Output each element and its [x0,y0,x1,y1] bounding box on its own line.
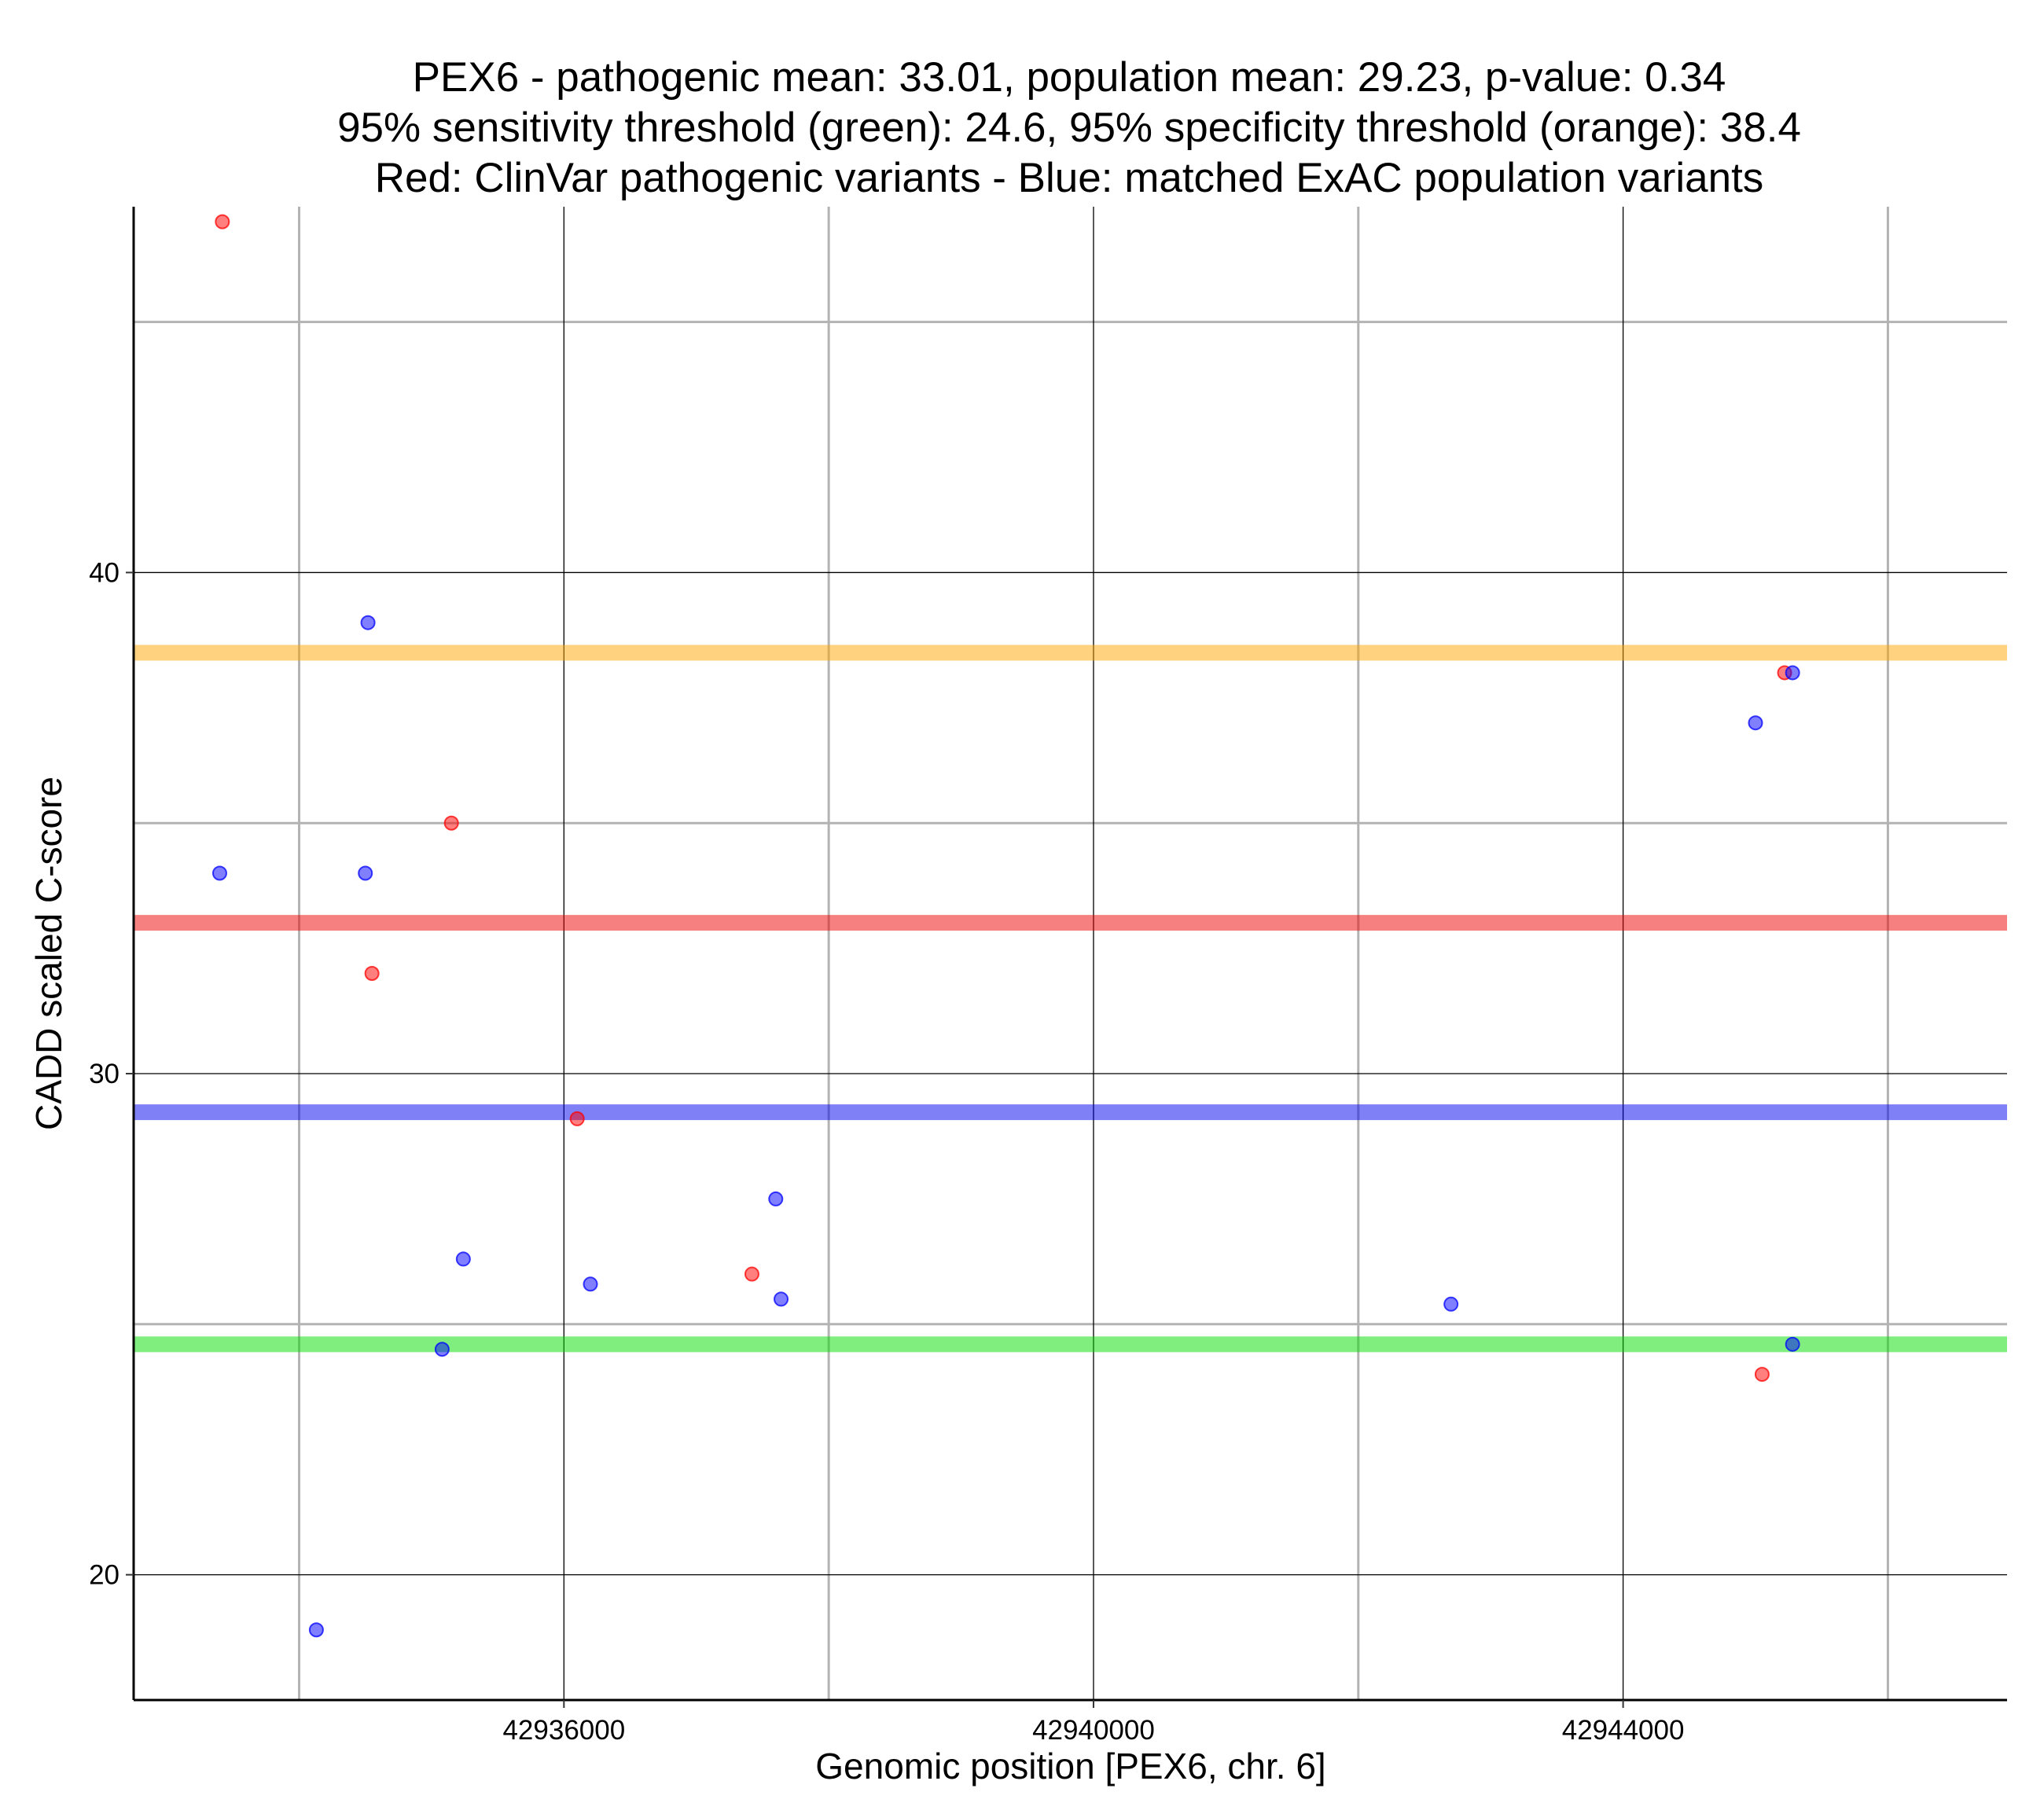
population-variant-point [455,1251,471,1267]
population-variant-point [1785,665,1800,681]
pathogenic-variant-point [569,1111,585,1126]
population-variant-point [1443,1296,1459,1312]
chart-title-line-2: 95% sensitivity threshold (green): 24.6,… [337,105,1801,151]
population-variant-point [434,1342,450,1357]
data-points [211,214,1800,1638]
minor-gridlines [134,207,2007,1700]
population-variant-point [768,1191,784,1206]
major-gridlines [134,207,2007,1700]
population-variant-point [774,1291,789,1307]
population-variant-point [1748,715,1763,731]
y-tick-label: 20 [89,1560,119,1591]
tick-labels: 42936000 42940000 42944000 20 30 40 [89,557,1684,1746]
x-axis-title: Genomic position [PEX6, chr. 6] [815,1746,1325,1786]
pathogenic-variant-point [443,815,459,831]
population-variant-point [360,615,376,630]
x-tick-label: 42944000 [1562,1715,1685,1746]
y-tick-label: 40 [89,557,119,588]
population-variant-point [583,1276,598,1292]
chart-title-line-3: Red: ClinVar pathogenic variants - Blue:… [375,155,1764,201]
reference-lines [134,644,2007,1353]
chart-title-line-1: PEX6 - pathogenic mean: 33.01, populatio… [413,54,1726,101]
x-tick-label: 42936000 [502,1715,625,1746]
y-axis-title: CADD scaled C-score [28,777,69,1130]
population-variant-point [308,1622,324,1638]
axes [132,207,2007,1702]
pathogenic-variant-point [215,214,230,230]
pathogenic-variant-point [744,1266,759,1282]
population-variant-point [211,865,227,881]
population-variant-point [1785,1336,1800,1352]
y-tick-label: 30 [89,1059,119,1089]
population-variant-point [358,865,373,881]
pathogenic-variant-point [1754,1367,1770,1383]
pathogenic-variant-point [364,966,380,982]
x-tick-label: 42940000 [1032,1715,1155,1746]
